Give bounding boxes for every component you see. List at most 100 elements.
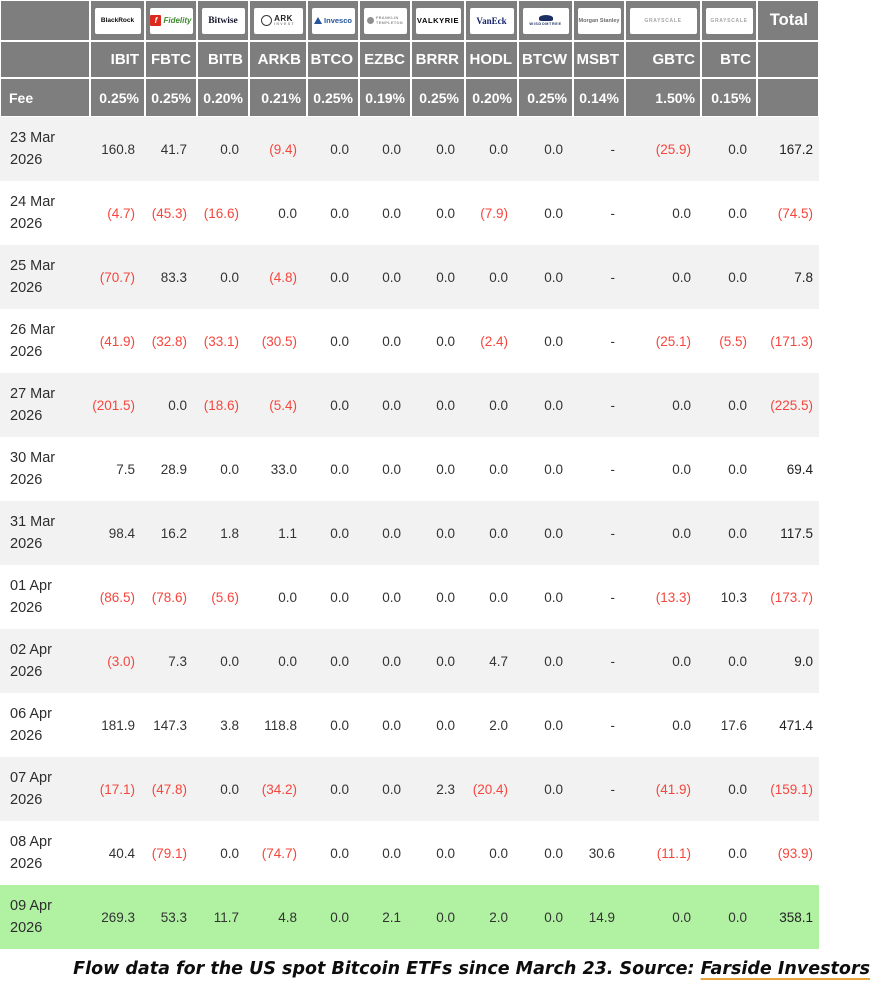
date-line1: 01 Apr (10, 578, 52, 594)
cell-FBTC: 147.3 (153, 717, 187, 733)
column-logo-MSBT: Morgan Stanley (573, 0, 625, 41)
table-row: 26 Mar 2026 (41.9) (32.8) (33.1) (30.5) 0.0 0.0… (0, 309, 819, 373)
cell-BTC: (5.5) (719, 333, 747, 349)
cell-FBTC: 53.3 (160, 909, 187, 925)
cell-EZBC: 0.0 (382, 525, 401, 541)
blackrock-logo: BlackRock (94, 7, 141, 34)
cell-IBIT: 7.5 (116, 461, 135, 477)
cell-BTC: 0.0 (728, 845, 747, 861)
cell-IBIT: 269.3 (101, 909, 135, 925)
column-logo-BITB: Bitwise (197, 0, 249, 41)
header-row-logos: BlackRock f Fidelity Bitwise ARK INVEST Invesc… (0, 0, 819, 41)
table-row: 27 Mar 2026 (201.5) 0.0 (18.6) (5.4) 0.0 0.0 0.0… (0, 373, 819, 437)
fee-EZBC: 0.19% (359, 78, 411, 117)
cell-BTC: 0.0 (728, 909, 747, 925)
cell-GBTC: (25.1) (655, 333, 691, 349)
fidelity-f-icon: f (150, 15, 162, 26)
date-line2: 2026 (10, 856, 43, 872)
table-row: 09 Apr 2026 269.3 53.3 11.7 4.8 0.0 2.1 0.0 2.0 0.… (0, 885, 819, 949)
cell-IBIT: 181.9 (101, 717, 135, 733)
franklin-logo-text: FRANKLIN TEMPLETON (376, 16, 403, 25)
vaneck-logo: VanEck (469, 7, 514, 34)
column-logo-BTC: GRAYSCALE (701, 0, 757, 41)
cell-BITB: 0.0 (220, 141, 239, 157)
cell-BTCO: 0.0 (330, 781, 349, 797)
ark-logo-sub: INVEST (274, 21, 295, 26)
cell-GBTC: 0.0 (672, 525, 691, 541)
table-row: 08 Apr 2026 40.4 (79.1) 0.0 (74.7) 0.0 0.0 0.0 0.… (0, 821, 819, 885)
date-cell: 27 Mar 2026 (0, 373, 90, 437)
grayscale-logo-text: GRAYSCALE (710, 17, 748, 24)
date-line1: 26 Mar (10, 322, 56, 338)
source-link[interactable]: Farside Investors (700, 959, 870, 979)
cell-MSBT: 30.6 (588, 845, 615, 861)
table-row: 07 Apr 2026 (17.1) (47.8) 0.0 (34.2) 0.0 0.0 2.3… (0, 757, 819, 821)
fee-BTCW: 0.25% (518, 78, 573, 117)
cell-BRRR: 2.3 (436, 781, 455, 797)
cell-BRRR: 0.0 (436, 141, 455, 157)
cell-MSBT: - (610, 141, 616, 157)
cell-BRRR: 0.0 (436, 461, 455, 477)
cell-FBTC: 7.3 (168, 653, 187, 669)
cell-EZBC: 0.0 (382, 845, 401, 861)
cell-BTCW: 0.0 (544, 461, 563, 477)
bitwise-logo-text: Bitwise (208, 15, 238, 26)
cell-IBIT: (3.0) (107, 653, 135, 669)
ticker-GBTC: GBTC (625, 41, 701, 78)
cell-HODL: 4.7 (489, 653, 508, 669)
etf-flows-table: BlackRock f Fidelity Bitwise ARK INVEST Invesc… (0, 0, 819, 949)
cell-HODL: 2.0 (489, 909, 508, 925)
date-line1: 25 Mar (10, 258, 56, 274)
cell-total: 117.5 (780, 525, 813, 541)
cell-BITB: 1.8 (220, 525, 239, 541)
cell-FBTC: 41.7 (160, 141, 187, 157)
cell-HODL: 0.0 (489, 589, 508, 605)
date-line2: 2026 (10, 216, 43, 232)
date-cell: 26 Mar 2026 (0, 309, 90, 373)
cell-BRRR: 0.0 (436, 909, 455, 925)
cell-ARKB: (5.4) (269, 397, 297, 413)
cell-FBTC: 0.0 (168, 397, 187, 413)
cell-HODL: 2.0 (489, 717, 508, 733)
cell-BTCO: 0.0 (330, 589, 349, 605)
ticker-FBTC: FBTC (145, 41, 197, 78)
cell-BTC: 17.6 (720, 717, 747, 733)
cell-HODL: 0.0 (489, 525, 508, 541)
date-cell: 24 Mar 2026 (0, 181, 90, 245)
cell-BTCO: 0.0 (330, 333, 349, 349)
cell-BTCW: 0.0 (544, 397, 563, 413)
corner-cell (0, 0, 90, 41)
fee-BRRR: 0.25% (411, 78, 465, 117)
wisdomtree-logo: WISDOMTREE (522, 7, 569, 34)
ticker-ARKB: ARKB (249, 41, 307, 78)
column-logo-GBTC: GRAYSCALE (625, 0, 701, 41)
cell-ARKB: (30.5) (261, 333, 297, 349)
fee-BTC: 0.15% (701, 78, 757, 117)
cell-BTC: 0.0 (728, 525, 747, 541)
cell-GBTC: 0.0 (672, 461, 691, 477)
cell-BTCO: 0.0 (330, 397, 349, 413)
date-line2: 2026 (10, 472, 43, 488)
cell-BITB: 0.0 (220, 269, 239, 285)
franklin-logo-line1: FRANKLIN (376, 15, 399, 20)
cell-BTCW: 0.0 (544, 141, 563, 157)
cell-ARKB: 0.0 (278, 589, 297, 605)
cell-FBTC: 28.9 (160, 461, 187, 477)
cell-GBTC: 0.0 (672, 397, 691, 413)
cell-EZBC: 0.0 (382, 653, 401, 669)
cell-IBIT: 98.4 (108, 525, 135, 541)
cell-GBTC: 0.0 (672, 269, 691, 285)
cell-ARKB: 0.0 (278, 205, 297, 221)
cell-GBTC: 0.0 (672, 909, 691, 925)
date-line2: 2026 (10, 280, 43, 296)
morganstanley-logo: Morgan Stanley (577, 7, 621, 34)
cell-ARKB: (4.8) (269, 269, 297, 285)
cell-EZBC: 0.0 (382, 205, 401, 221)
date-line2: 2026 (10, 792, 43, 808)
valkyrie-logo: VALKYRIE (415, 7, 461, 34)
fee-HODL: 0.20% (465, 78, 518, 117)
cell-GBTC: (11.1) (656, 845, 691, 861)
cell-total: 358.1 (779, 909, 813, 925)
franklin-logo: FRANKLIN TEMPLETON (363, 7, 407, 34)
cell-EZBC: 0.0 (382, 333, 401, 349)
